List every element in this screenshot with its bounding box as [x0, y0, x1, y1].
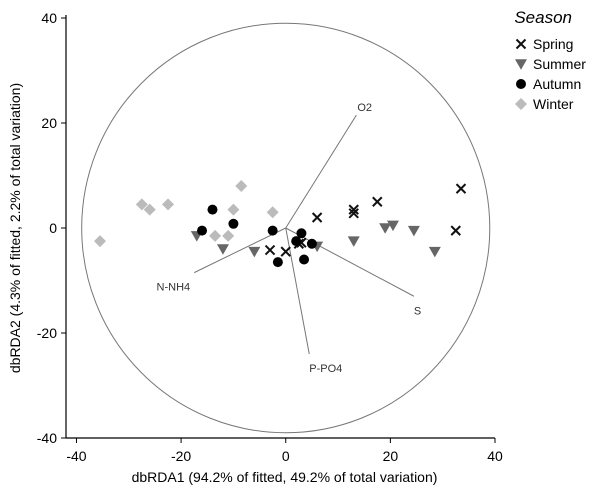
vector-line-n-nh4	[193, 227, 286, 274]
legend-item-winter: Winter	[515, 96, 574, 112]
legend-marker-spring	[515, 38, 527, 50]
data-point-autumn	[228, 218, 239, 229]
legend-item-summer: Summer	[515, 56, 586, 72]
data-point-autumn	[306, 238, 317, 249]
vector-label-n-nh4: N-NH4	[157, 282, 191, 294]
legend-item-autumn: Autumn	[516, 76, 581, 92]
data-point-winter	[94, 235, 107, 248]
data-point-spring	[450, 225, 461, 236]
legend-title: Season	[514, 8, 572, 27]
data-point-spring	[311, 212, 323, 223]
y-tick-label: -40	[37, 430, 57, 446]
vector-line-s	[285, 227, 415, 297]
y-axis-title: dbRDA2 (4.3% of fitted, 2.2% of total va…	[7, 83, 23, 373]
vector-label-o2: O2	[357, 102, 372, 114]
data-point-spring	[348, 204, 359, 215]
data-point-winter	[266, 206, 279, 219]
data-point-autumn	[272, 257, 283, 268]
data-point-autumn	[296, 228, 307, 239]
x-tick-label: -40	[66, 448, 86, 464]
data-point-spring	[264, 244, 276, 256]
legend: Season Spring Summer Autumn Winter	[514, 8, 586, 112]
vector-label-s: S	[414, 305, 421, 317]
data-point-autumn	[299, 254, 310, 265]
data-point-summer	[379, 223, 392, 234]
vector-label-p-po4: P-PO4	[309, 363, 342, 375]
data-point-spring	[455, 183, 467, 194]
data-point-winter	[222, 229, 235, 242]
data-point-winter	[227, 203, 240, 216]
legend-marker-autumn	[516, 79, 526, 89]
data-point-autumn	[197, 225, 208, 236]
x-tick-label: -20	[171, 448, 191, 464]
data-point-summer	[347, 236, 360, 247]
data-point-spring	[348, 208, 359, 219]
data-point-winter	[135, 198, 148, 211]
legend-item-spring: Spring	[515, 36, 573, 52]
data-point-winter	[143, 203, 156, 216]
series-autumn	[197, 204, 317, 268]
legend-label-summer: Summer	[533, 56, 586, 72]
data-point-autumn	[207, 204, 218, 215]
data-point-winter	[162, 198, 175, 211]
data-point-winter	[209, 229, 222, 242]
data-point-summer	[386, 220, 399, 232]
y-tick-label: 0	[49, 220, 57, 236]
legend-marker-summer	[515, 59, 527, 70]
legend-label-spring: Spring	[533, 36, 573, 52]
series-summer	[190, 220, 441, 258]
data-point-winter	[235, 180, 248, 192]
data-point-summer	[428, 246, 441, 258]
series-winter	[94, 180, 279, 248]
legend-marker-winter	[515, 98, 527, 110]
data-point-summer	[216, 244, 229, 255]
y-tick-label: 20	[41, 115, 57, 131]
data-point-autumn	[291, 236, 302, 247]
x-tick-label: 0	[282, 448, 290, 464]
data-point-summer	[248, 246, 261, 258]
legend-label-winter: Winter	[533, 96, 574, 112]
data-point-spring	[372, 196, 383, 207]
x-tick-label: 20	[383, 448, 399, 464]
y-tick-label: -20	[37, 325, 57, 341]
x-axis-title: dbRDA1 (94.2% of fitted, 49.2% of total …	[132, 469, 438, 485]
legend-label-autumn: Autumn	[533, 76, 581, 92]
vector-line-o2	[285, 114, 357, 229]
y-tick-label: 40	[41, 10, 57, 26]
correlation-circle	[81, 22, 491, 434]
series-spring	[264, 183, 467, 257]
data-point-autumn	[267, 225, 278, 236]
x-tick-label: 40	[487, 448, 503, 464]
data-point-summer	[407, 225, 420, 237]
plot-area: -40 -20 0 20 40 -40 -20 0 20 40 dbRDA1 (94.2% of f…	[7, 10, 503, 485]
data-point-spring	[280, 246, 291, 257]
